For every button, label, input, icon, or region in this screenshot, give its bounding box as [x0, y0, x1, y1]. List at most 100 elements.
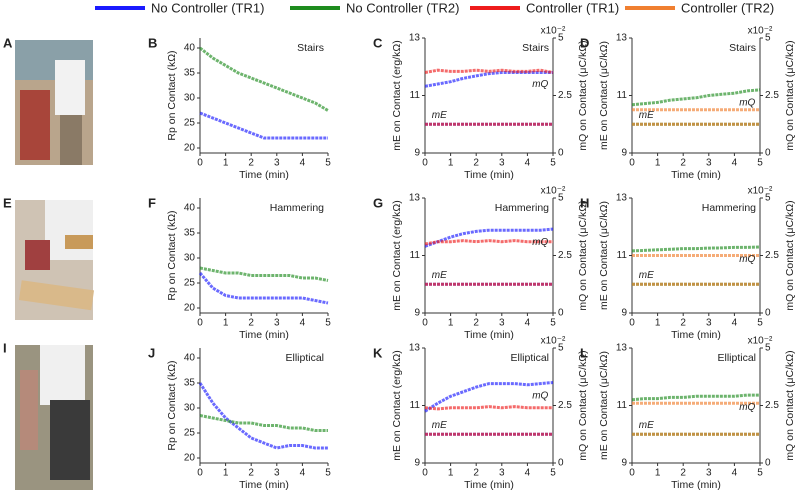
x-tick-label: 5 [325, 318, 331, 329]
annotation: mE [639, 270, 654, 281]
y-tick-label: 9 [621, 148, 627, 159]
annotation: mQ [532, 237, 548, 248]
y-tick-label: 13 [616, 343, 628, 354]
y-tick-label: 13 [409, 193, 421, 204]
x-tick-label: 3 [499, 318, 505, 329]
x-axis-label: Time (min) [239, 479, 289, 491]
y2-tick-label: 5 [765, 193, 771, 204]
x-tick-label: 5 [550, 318, 556, 329]
y-tick-label: 9 [414, 148, 420, 159]
x-tick-label: 4 [732, 318, 738, 329]
x-axis-label: Time (min) [464, 169, 514, 181]
x-tick-label: 3 [706, 158, 712, 169]
y-tick-label: 25 [184, 118, 196, 129]
y-tick-label: 25 [184, 428, 196, 439]
panel-letter: J [148, 345, 155, 360]
x-tick-label: 5 [757, 158, 763, 169]
x-tick-label: 4 [525, 468, 531, 479]
x-tick-label: 4 [300, 468, 306, 479]
y2-tick-label: 2.5 [765, 250, 779, 261]
x-tick-label: 2 [680, 468, 686, 479]
x-tick-label: 4 [525, 318, 531, 329]
legend-item: No Controller (TR2) [290, 0, 459, 15]
panel-title: Elliptical [510, 352, 549, 364]
series-line [424, 239, 553, 246]
x-tick-label: 2 [473, 158, 479, 169]
y-tick-label: 35 [184, 228, 196, 239]
x-axis-label: Time (min) [464, 479, 514, 491]
x-tick-label: 4 [300, 158, 306, 169]
y-tick-label: 30 [184, 253, 196, 264]
y2-tick-label: 2.5 [558, 400, 572, 411]
x-tick-label: 0 [629, 318, 635, 329]
y2-axis-label: mQ on Contact (μC/kΩ) [577, 200, 589, 310]
y2-tick-label: 2.5 [765, 400, 779, 411]
x-tick-label: 3 [499, 468, 505, 479]
x-tick-label: 2 [680, 158, 686, 169]
y-tick-label: 13 [616, 193, 628, 204]
x-tick-label: 5 [550, 468, 556, 479]
annotation: mQ [739, 98, 755, 109]
x-tick-label: 5 [757, 318, 763, 329]
photo-rail [20, 90, 50, 160]
panel-letter: A [3, 35, 13, 50]
y2-multiplier: x10⁻² [541, 336, 566, 347]
x-tick-label: 2 [473, 468, 479, 479]
y2-multiplier: x10⁻² [748, 186, 773, 197]
y-tick-label: 35 [184, 68, 196, 79]
x-tick-label: 1 [223, 158, 229, 169]
x-tick-label: 3 [274, 318, 280, 329]
annotation: mQ [532, 79, 548, 90]
legend-item: Controller (TR2) [625, 0, 774, 15]
x-tick-label: 2 [248, 318, 254, 329]
y-tick-label: 20 [184, 453, 196, 464]
series-line [199, 266, 329, 282]
series-line [199, 111, 328, 140]
legend-label: No Controller (TR2) [346, 0, 459, 15]
annotation: mQ [739, 402, 755, 413]
y-tick-label: 30 [184, 93, 196, 104]
series-line [424, 68, 554, 74]
y-tick-label: 13 [616, 33, 628, 44]
photo-shirt [55, 60, 85, 115]
legend-label: Controller (TR1) [526, 0, 619, 15]
series-line [424, 227, 554, 248]
y-tick-label: 11 [410, 400, 421, 411]
y-tick-label: 40 [184, 43, 196, 54]
x-axis-label: Time (min) [671, 329, 721, 341]
panel-title: Hammering [495, 202, 549, 214]
y2-multiplier: x10⁻² [541, 26, 566, 37]
x-tick-label: 1 [448, 318, 454, 329]
x-tick-label: 4 [300, 318, 306, 329]
y2-tick-label: 0 [765, 458, 771, 469]
y-axis-label: mE on Contact (μC/kΩ) [598, 41, 610, 150]
x-tick-label: 5 [325, 468, 331, 479]
photo-shirt [45, 200, 93, 260]
y2-tick-label: 5 [765, 33, 771, 44]
panel-letter: K [373, 345, 383, 360]
panel-title: Stairs [297, 42, 324, 54]
y-axis-label: mE on Contact (erg/kΩ) [391, 350, 403, 461]
y-tick-label: 25 [184, 278, 196, 289]
x-axis-label: Time (min) [464, 329, 514, 341]
y2-tick-label: 5 [558, 193, 564, 204]
annotation: mE [639, 420, 654, 431]
y-tick-label: 13 [409, 343, 421, 354]
panel-letter: B [148, 35, 157, 50]
photo-machine [50, 400, 90, 480]
series-line [198, 272, 329, 305]
y2-tick-label: 2.5 [765, 90, 779, 101]
panel-title: Elliptical [285, 352, 324, 364]
x-axis-label: Time (min) [239, 329, 289, 341]
legend-label: No Controller (TR1) [151, 0, 264, 15]
annotation: mE [432, 110, 447, 121]
legend-label: Controller (TR2) [681, 0, 774, 15]
y-axis-label: mE on Contact (μC/kΩ) [598, 201, 610, 310]
legend-item: Controller (TR1) [470, 0, 619, 15]
y2-tick-label: 0 [558, 308, 564, 319]
x-tick-label: 1 [655, 468, 661, 479]
y2-tick-label: 2.5 [558, 90, 572, 101]
y-tick-label: 35 [184, 378, 196, 389]
series-line [631, 393, 760, 402]
